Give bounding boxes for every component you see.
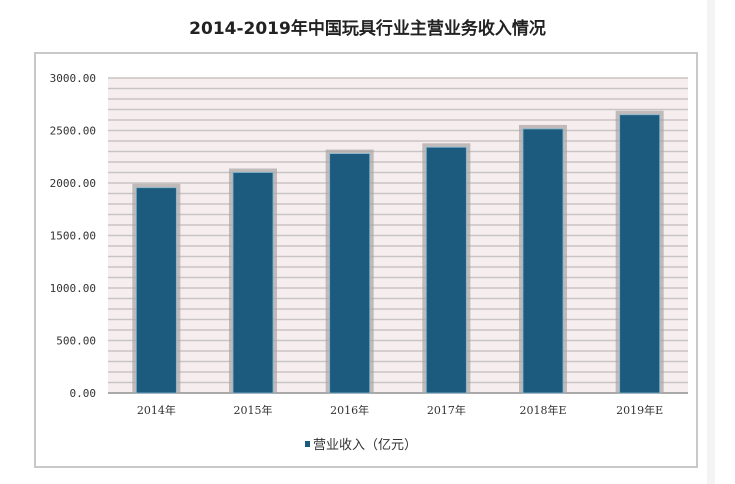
chart-frame <box>34 52 698 468</box>
bar <box>425 146 467 394</box>
y-tick-label: 2500.00 <box>50 125 96 138</box>
y-tick-label: 1000.00 <box>50 282 96 295</box>
legend-swatch <box>305 441 310 447</box>
bar <box>522 128 564 394</box>
x-tick-label: 2019年E <box>616 403 663 417</box>
y-tick-label: 3000.00 <box>50 72 96 85</box>
bar <box>232 172 274 394</box>
x-tick-label: 2014年 <box>137 403 176 417</box>
x-tick-label: 2015年 <box>234 403 273 417</box>
y-tick-label: 1500.00 <box>50 230 96 243</box>
x-tick-label: 2018年E <box>519 403 566 417</box>
page-scrollbar <box>707 0 715 484</box>
y-tick-label: 2000.00 <box>50 177 96 190</box>
legend-label: 营业收入（亿元） <box>313 438 417 453</box>
bar <box>329 153 371 394</box>
bar <box>135 187 177 394</box>
bar <box>619 114 661 394</box>
chart-title: 2014-2019年中国玩具行业主营业务收入情况 <box>189 19 546 39</box>
x-tick-label: 2016年 <box>330 403 369 417</box>
y-tick-label: 500.00 <box>56 335 96 348</box>
x-tick-label: 2017年 <box>427 403 466 417</box>
y-tick-label: 0.00 <box>70 387 97 400</box>
